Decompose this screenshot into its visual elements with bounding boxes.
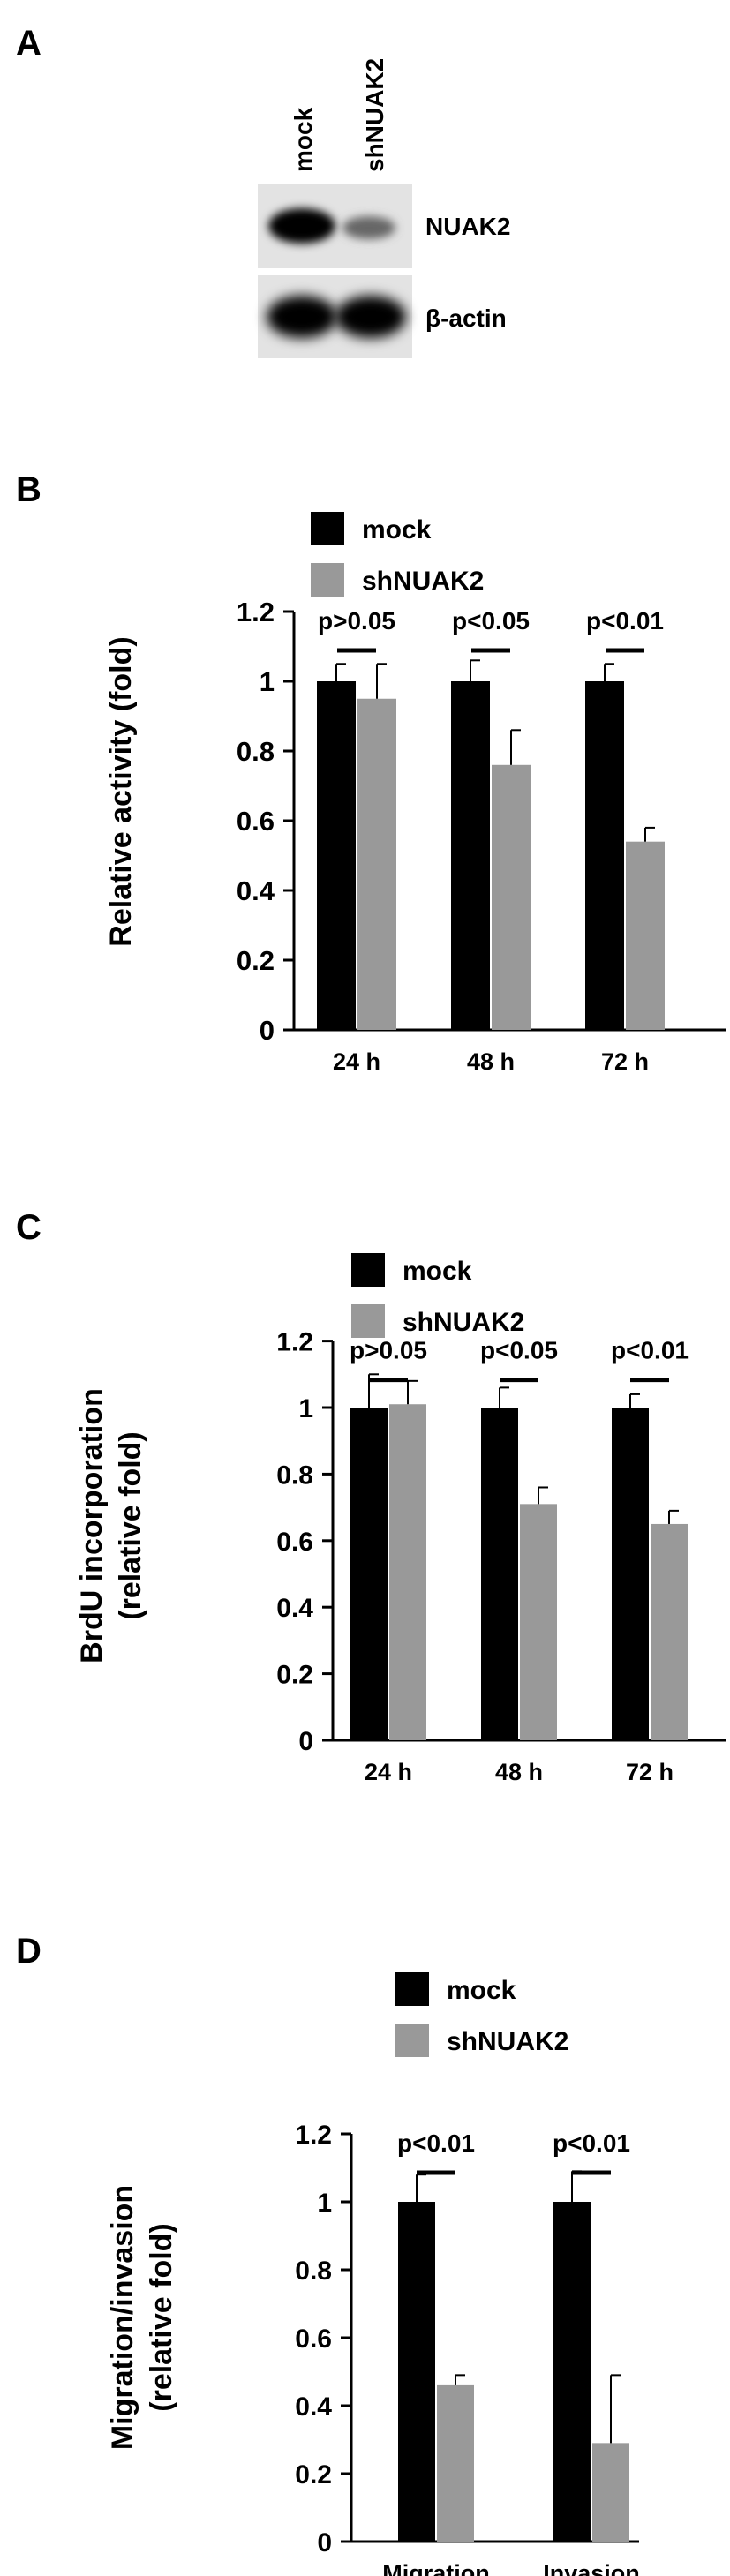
bar-mock-72h	[585, 681, 624, 1030]
band-actin-shnuak2	[335, 296, 406, 338]
significance-label: p<0.05	[480, 1337, 558, 1364]
panel-d-letter: D	[16, 1932, 41, 1971]
legend-swatch-shnuak2	[351, 1304, 385, 1338]
legend-label-mock: mock	[447, 1976, 516, 2005]
band-nuak2-mock	[268, 208, 335, 244]
panel-a-letter: A	[16, 24, 41, 63]
bar-shnuak2-24h	[389, 1404, 426, 1740]
y-tick-label: 0.2	[295, 2460, 332, 2490]
x-category-label: 24 h	[333, 1048, 380, 1075]
y-axis-label-line: Migration/invasion	[106, 2185, 139, 2450]
legend-label-shnuak2: shNUAK2	[403, 1308, 524, 1337]
legend-label-mock: mock	[362, 515, 432, 544]
bar-shnuak2-72h	[626, 841, 665, 1030]
y-axis-label: BrdU incorporation (relative fold)	[75, 1388, 147, 1664]
legend-swatch-shnuak2	[311, 563, 344, 597]
y-tick-label: 0.8	[237, 736, 275, 767]
y-tick-label: 0.4	[237, 875, 275, 906]
blot-beta-actin	[258, 275, 412, 358]
bar-mock-24h	[350, 1408, 388, 1740]
legend-swatch-mock	[311, 512, 344, 545]
y-tick-label: 1.2	[276, 1328, 313, 1357]
bar-shnuak2-72h	[651, 1523, 688, 1740]
legend-swatch-shnuak2	[395, 2024, 429, 2057]
bar-mock-24h	[317, 681, 356, 1030]
significance-label: p<0.01	[397, 2129, 475, 2157]
band-nuak2-shnuak2	[342, 216, 395, 239]
x-category-label: 24 h	[365, 1759, 412, 1785]
bar-mock-migration	[398, 2202, 435, 2542]
y-tick-label: 0.8	[295, 2257, 332, 2286]
panel-b-letter: B	[16, 470, 41, 509]
chart-c: mock shNUAK2 0 0.2 0.4 0.6 0.8 1 1.2 BrdU incorpo…	[75, 1253, 726, 1785]
bar-shnuak2-24h	[357, 698, 396, 1030]
lane-label-shnuak2: shNUAK2	[361, 58, 388, 172]
y-axis-label-line: Relative activity (fold)	[104, 636, 138, 946]
x-category-label: 48 h	[467, 1048, 515, 1075]
significance-label: p<0.01	[553, 2129, 630, 2157]
panel-a: A mock shNUAK2 NUAK2 β-actin	[16, 24, 510, 358]
x-category-label: 72 h	[626, 1759, 674, 1785]
y-axis-label: Relative activity (fold)	[104, 636, 138, 946]
y-tick-label: 0.6	[237, 806, 275, 837]
bar-mock-48h	[481, 1408, 518, 1740]
bar-mock-invasion	[553, 2202, 591, 2542]
band-actin-mock	[267, 296, 337, 338]
y-tick-label: 1.2	[295, 2121, 332, 2150]
y-tick-label: 0	[298, 1727, 313, 1756]
legend-label-shnuak2: shNUAK2	[447, 2027, 568, 2056]
bar-shnuak2-48h	[492, 764, 531, 1030]
bar-shnuak2-migration	[437, 2384, 474, 2542]
y-axis-label-line: (relative fold)	[114, 1431, 147, 1619]
legend-label-shnuak2: shNUAK2	[362, 567, 484, 596]
x-category-label: 48 h	[495, 1759, 543, 1785]
panel-c-letter: C	[16, 1208, 41, 1247]
y-tick-label: 0.2	[276, 1661, 313, 1690]
significance-label: p>0.05	[350, 1337, 427, 1364]
y-tick-label: 0.8	[276, 1461, 313, 1490]
significance-label: p<0.01	[586, 607, 664, 635]
y-tick-label: 0	[260, 1015, 275, 1046]
legend-label-mock: mock	[403, 1257, 472, 1286]
y-tick-label: 1	[317, 2189, 332, 2218]
x-category-label: Migration	[382, 2560, 490, 2576]
y-tick-label: 0.4	[295, 2392, 332, 2422]
y-tick-label: 1	[260, 666, 275, 697]
x-category-label: 72 h	[601, 1048, 649, 1075]
bar-shnuak2-48h	[520, 1504, 557, 1740]
significance-label: p<0.01	[611, 1337, 689, 1364]
blot-label-nuak2: NUAK2	[425, 213, 510, 240]
chart-b: mock shNUAK2 0 0.2 0.4 0.6 0.8 1 1.2 Relative act…	[104, 512, 726, 1075]
y-axis-label-line: BrdU incorporation	[75, 1388, 109, 1664]
y-tick-label: 0.6	[295, 2324, 332, 2354]
chart-d: mock shNUAK2 0 0.2 0.4 0.6 0.8 1 1.2 Migration/in…	[106, 1972, 640, 2576]
y-tick-label: 0.2	[237, 945, 275, 976]
y-axis-label: Migration/invasion (relative fold)	[106, 2185, 178, 2450]
bar-shnuak2-invasion	[592, 2443, 629, 2542]
y-tick-label: 0.4	[276, 1594, 313, 1623]
y-tick-label: 1	[298, 1394, 313, 1423]
y-axis-label-line: (relative fold)	[145, 2223, 178, 2411]
bar-mock-48h	[451, 681, 490, 1030]
legend-swatch-mock	[395, 1972, 429, 2006]
bar-mock-72h	[612, 1408, 649, 1740]
y-tick-label: 0	[317, 2528, 332, 2557]
y-tick-label: 1.2	[237, 597, 275, 627]
significance-label: p<0.05	[452, 607, 530, 635]
y-tick-label: 0.6	[276, 1528, 313, 1557]
x-category-label: Invasion	[543, 2560, 640, 2576]
lane-label-mock: mock	[290, 107, 317, 172]
legend-swatch-mock	[351, 1253, 385, 1287]
significance-label: p>0.05	[318, 607, 395, 635]
blot-nuak2	[258, 184, 412, 268]
blot-label-beta-actin: β-actin	[425, 304, 507, 332]
